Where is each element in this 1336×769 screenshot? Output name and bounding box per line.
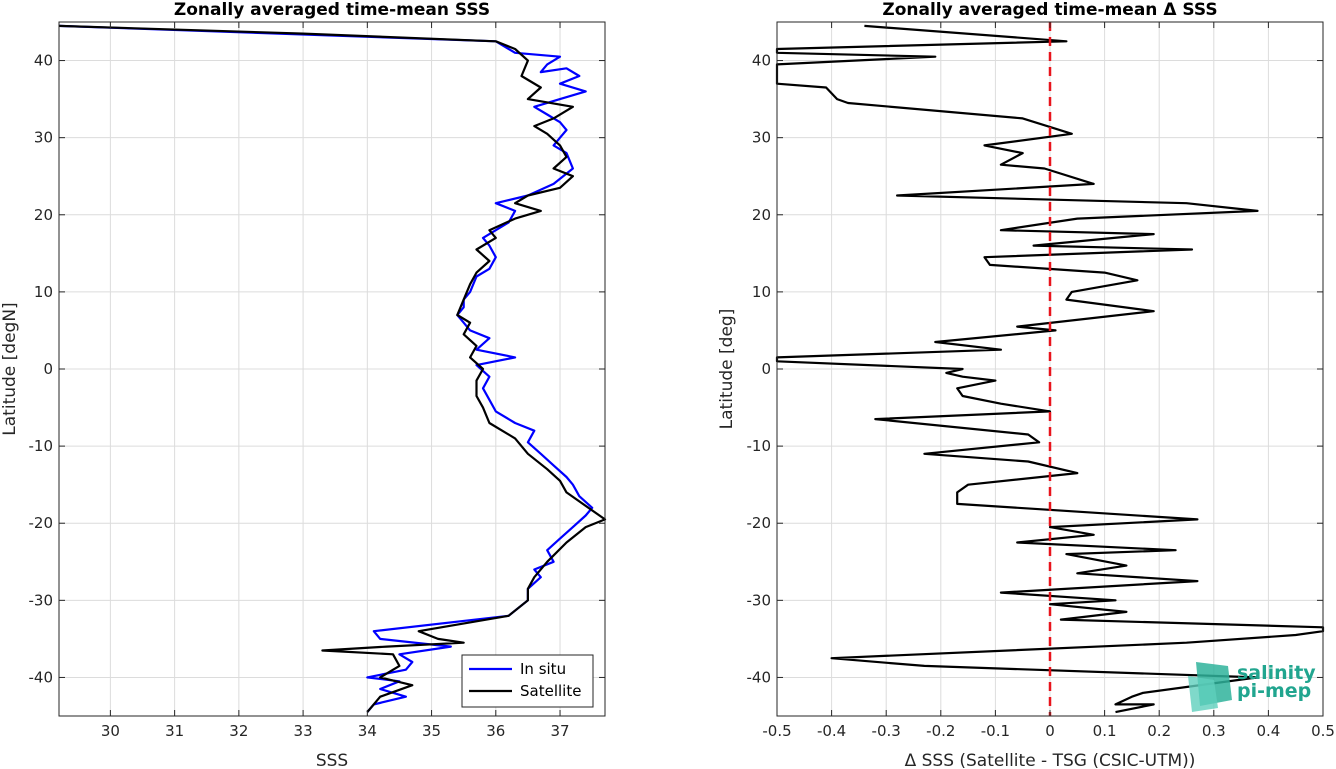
sss-y-tick-label: -10 bbox=[29, 437, 54, 455]
delta-sss-x-tick-label: -0.1 bbox=[981, 722, 1010, 740]
delta-sss-y-axis-label: Latitude [deg] bbox=[717, 309, 737, 430]
legend: In situ Satellite bbox=[461, 654, 594, 708]
sss-x-tick-label: 37 bbox=[550, 722, 569, 740]
sss-x-tick-label: 36 bbox=[486, 722, 505, 740]
sss-x-tick-label: 35 bbox=[422, 722, 441, 740]
legend-box bbox=[461, 654, 594, 708]
delta-sss-series-delta-line bbox=[775, 24, 1325, 714]
delta-sss-chart-title: Zonally averaged time-mean Δ SSS bbox=[882, 0, 1217, 20]
delta-sss-y-tick-label: 0 bbox=[761, 360, 771, 378]
sss-x-tick-label: 33 bbox=[294, 722, 313, 740]
delta-sss-y-tick-label: -10 bbox=[747, 437, 772, 455]
delta-sss-y-tick-label: 10 bbox=[752, 283, 771, 301]
delta-sss-x-tick-label: 0.1 bbox=[1093, 722, 1117, 740]
delta-sss-x-tick-label: 0.5 bbox=[1311, 722, 1335, 740]
salinity-pi-mep-logo: salinity pi-mep bbox=[1188, 662, 1316, 712]
delta-sss-x-tick-label: 0.4 bbox=[1256, 722, 1280, 740]
sss-y-tick-label: 10 bbox=[34, 283, 53, 301]
logo-text-pi-mep: pi-mep bbox=[1237, 680, 1311, 702]
sss-x-tick-label: 34 bbox=[358, 722, 377, 740]
sss-x-axis-label: SSS bbox=[316, 751, 348, 769]
legend-label-in-situ: In situ bbox=[520, 660, 566, 678]
sss-y-tick-label: -40 bbox=[29, 668, 54, 686]
delta-sss-chart: -0.5 -0.4 -0.3 -0.2 -0.1 0 0.1 0.2 0.3 0.4 0.5 -40 -… bbox=[717, 0, 1335, 769]
sss-x-tick-label: 31 bbox=[165, 722, 184, 740]
delta-sss-x-tick-label: 0.2 bbox=[1147, 722, 1171, 740]
delta-sss-y-tick-label: 20 bbox=[752, 206, 771, 224]
delta-sss-y-tick-label: 40 bbox=[752, 52, 771, 70]
legend-label-satellite: Satellite bbox=[520, 682, 581, 700]
sss-y-tick-label: 20 bbox=[34, 206, 53, 224]
delta-sss-y-tick-label: 30 bbox=[752, 129, 771, 147]
sss-y-axis-label: Latitude [degN] bbox=[0, 302, 20, 435]
delta-sss-x-tick-label: -0.3 bbox=[872, 722, 901, 740]
delta-sss-y-tick-label: -40 bbox=[747, 668, 772, 686]
delta-sss-y-tick-label: -30 bbox=[747, 591, 772, 609]
delta-sss-x-tick-label: -0.4 bbox=[817, 722, 846, 740]
sss-x-tick-label: 32 bbox=[229, 722, 248, 740]
delta-sss-x-tick-label: 0.3 bbox=[1202, 722, 1226, 740]
sss-y-tick-label: 40 bbox=[34, 52, 53, 70]
sss-chart: 30 31 32 33 34 35 36 37 -40 -30 -20 -10 0 10 20 30 40 Zo… bbox=[0, 0, 607, 769]
sss-y-tick-label: 30 bbox=[34, 129, 53, 147]
sss-chart-title: Zonally averaged time-mean SSS bbox=[174, 0, 490, 20]
sss-y-tick-label: 0 bbox=[43, 360, 53, 378]
sss-series-satellite-line bbox=[58, 24, 607, 713]
delta-sss-x-tick-label: -0.5 bbox=[762, 722, 791, 740]
delta-sss-x-axis-label: Δ SSS (Satellite - TSG (CSIC-UTM)) bbox=[905, 751, 1196, 769]
logo-text-salinity: salinity bbox=[1237, 662, 1316, 684]
sss-y-tick-label: -20 bbox=[29, 514, 54, 532]
delta-sss-x-tick-label: -0.2 bbox=[926, 722, 955, 740]
logo-mark-front bbox=[1188, 676, 1218, 712]
sss-x-tick-label: 30 bbox=[101, 722, 120, 740]
delta-sss-y-tick-label: -20 bbox=[747, 514, 772, 532]
sss-y-tick-label: -30 bbox=[29, 591, 54, 609]
delta-sss-x-tick-label: 0 bbox=[1045, 722, 1055, 740]
